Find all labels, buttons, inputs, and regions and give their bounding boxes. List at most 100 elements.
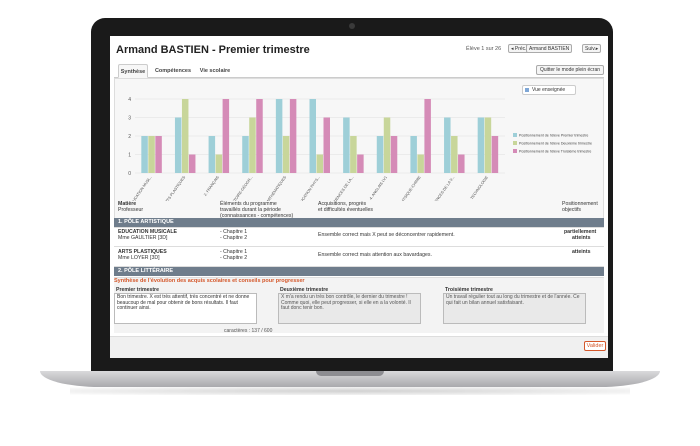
chart-bar bbox=[256, 99, 263, 173]
chart-bar bbox=[444, 117, 451, 173]
chart-bar bbox=[410, 136, 417, 173]
laptop-shadow bbox=[70, 387, 630, 395]
chart-bar bbox=[249, 117, 256, 173]
table-row[interactable]: ARTS PLASTIQUES Mme LOYER [3D] - Chapitr… bbox=[114, 247, 604, 267]
trimestre-1-label: Premier trimestre bbox=[116, 287, 159, 293]
chart-bar bbox=[417, 154, 424, 173]
chart-bar bbox=[383, 117, 391, 173]
chart-bar bbox=[357, 154, 364, 173]
x-tick-label: SCIENCES DE LA V... bbox=[430, 175, 455, 201]
chart-bar bbox=[323, 117, 330, 173]
fullscreen-button[interactable]: Quitter le mode plein écran bbox=[536, 65, 604, 75]
app-screen: Armand BASTIEN - Premier trimestre Élève… bbox=[110, 36, 608, 358]
x-tick-label: 4. ANGLAIS LV1 bbox=[369, 175, 388, 200]
row-subject: EDUCATION MUSICALE bbox=[118, 229, 177, 235]
chart-bar bbox=[316, 154, 323, 173]
laptop-base bbox=[40, 371, 660, 387]
vue-square-icon bbox=[525, 88, 529, 92]
chart-bar bbox=[242, 136, 249, 173]
legend-swatch bbox=[513, 149, 517, 153]
vue-enseignee-button[interactable]: Vue enseignée bbox=[522, 85, 576, 95]
tab-synthese[interactable]: Synthèse bbox=[118, 64, 148, 78]
chart-bar bbox=[343, 117, 350, 173]
chart-bar bbox=[390, 136, 398, 173]
page-title: Armand BASTIEN - Premier trimestre bbox=[116, 44, 310, 56]
chart-bar bbox=[477, 117, 485, 173]
x-tick-label: 4. SCIENCES DE LA... bbox=[329, 175, 355, 201]
row-chapter-1: - Chapitre 1 bbox=[220, 229, 248, 235]
y-tick-label: 4 bbox=[128, 97, 131, 103]
section-pole-litteraire: 2. PÔLE LITTÉRAIRE bbox=[114, 267, 604, 276]
col-programme: Éléments du programme travaillés durant … bbox=[220, 201, 293, 219]
trimestre-2-label: Deuxième trimestre bbox=[280, 287, 329, 293]
chart-bar bbox=[181, 99, 189, 173]
x-tick-label: 1. ARTS PLASTIQUES bbox=[161, 175, 187, 201]
chart-bar bbox=[458, 154, 465, 173]
trimestre-1-textarea[interactable]: Bon trimestre. X est très attentif, très… bbox=[114, 293, 257, 324]
x-tick-label: TECHNOLOGIE bbox=[470, 175, 489, 200]
col-programme-label-b: travaillés durant la période bbox=[220, 207, 281, 213]
eleve-counter: Élève 1 sur 26 bbox=[466, 46, 502, 52]
row-comment: Ensemble correct mais attention aux bava… bbox=[318, 252, 432, 258]
laptop-base-notch bbox=[316, 371, 384, 376]
chart-bar bbox=[141, 136, 148, 173]
chart-bar bbox=[424, 99, 431, 173]
row-teacher: Mme GAULTIER [3D] bbox=[118, 235, 168, 241]
camera-icon bbox=[349, 23, 355, 29]
row-position-b: atteints bbox=[572, 235, 591, 241]
x-tick-label: PHYSIQUE-CHIMIE bbox=[399, 175, 422, 201]
legend-label: Positionnement de l'élève Deuxième trime… bbox=[519, 142, 592, 146]
x-tick-label: 2. FRANÇAIS bbox=[203, 175, 220, 197]
x-tick-label: 3. ÉDUCATION PHYS... bbox=[293, 175, 321, 201]
x-tick-label: 3. MATHÉMATIQUES bbox=[262, 174, 287, 201]
col-acquisitions-label-a: Acquisitions, progrès bbox=[318, 201, 367, 207]
chart-bar bbox=[188, 154, 196, 173]
chart-bar bbox=[215, 154, 223, 173]
trimestre-2-textarea: X m'a rendu un très bon contrôle, le der… bbox=[278, 293, 421, 324]
row-chapter-2: - Chapitre 2 bbox=[220, 255, 248, 261]
tab-vie-scolaire[interactable]: Vie scolaire bbox=[199, 68, 231, 74]
chart-bar bbox=[491, 136, 499, 173]
y-tick-label: 0 bbox=[128, 171, 131, 177]
legend-label: Positionnement de l'élève Premier trimes… bbox=[519, 134, 588, 138]
x-tick-label: 1. EDUCATION MUSI... bbox=[126, 175, 152, 201]
student-select[interactable]: Armand BASTIEN bbox=[526, 44, 573, 53]
valider-button[interactable]: Valider bbox=[584, 341, 606, 351]
row-position-a: partiellement bbox=[564, 229, 597, 235]
chart-bar bbox=[309, 99, 316, 173]
next-button[interactable]: Suiv.▸ bbox=[582, 44, 602, 53]
col-positionnement: Positionnement objectifs bbox=[562, 201, 598, 213]
chart-bar bbox=[289, 99, 297, 173]
character-counter: caractères : 137 / 600 bbox=[224, 328, 273, 334]
col-programme-label-c: (connaissances - compétences) bbox=[220, 213, 294, 219]
tab-bar: Synthèse Compétences Vie scolaire bbox=[114, 64, 604, 78]
chart-bar bbox=[451, 136, 458, 173]
y-tick-label: 1 bbox=[128, 153, 131, 159]
chart-panel: 0 1 2 3 4 1. EDUCATION MUSI... 1. ARTS PLASTIQ… bbox=[114, 78, 604, 228]
col-acquisitions: Acquisitions, progrès et difficultés éve… bbox=[318, 201, 373, 213]
y-tick-label: 2 bbox=[128, 134, 131, 140]
row-chapter-2: - Chapitre 2 bbox=[220, 235, 248, 241]
legend-swatch bbox=[513, 141, 517, 145]
row-comment: Ensemble correct mais X peut se déconcen… bbox=[318, 232, 455, 238]
chart-bar bbox=[282, 136, 290, 173]
chart-bar bbox=[155, 136, 162, 173]
col-acquisitions-label-b: et difficultés éventuelles bbox=[318, 207, 373, 213]
col-matiere-label: Matière bbox=[118, 201, 137, 207]
trimestre-3-label: Troisième trimestre bbox=[445, 287, 493, 293]
legend-swatch bbox=[513, 133, 517, 137]
synthesis-title: Synthèse de l'évolution des acquis scola… bbox=[114, 278, 305, 284]
section-pole-artistique: 1. PÔLE ARTISTIQUE bbox=[114, 218, 604, 227]
x-tick-label: 2. HISTOIRE-GÉOGR... bbox=[226, 175, 253, 201]
chart-bar bbox=[208, 136, 216, 173]
chart-bar bbox=[174, 117, 182, 173]
tab-competences[interactable]: Compétences bbox=[154, 68, 192, 74]
page-header: Armand BASTIEN - Premier trimestre Élève… bbox=[110, 36, 608, 64]
table-row[interactable]: EDUCATION MUSICALE Mme GAULTIER [3D] - C… bbox=[114, 227, 604, 247]
col-positionnement-label-b: objectifs bbox=[562, 207, 582, 213]
y-tick-label: 3 bbox=[128, 116, 131, 122]
col-positionnement-label-a: Positionnement bbox=[562, 201, 598, 207]
chart-bar bbox=[350, 136, 357, 173]
footer-bar bbox=[110, 336, 608, 358]
